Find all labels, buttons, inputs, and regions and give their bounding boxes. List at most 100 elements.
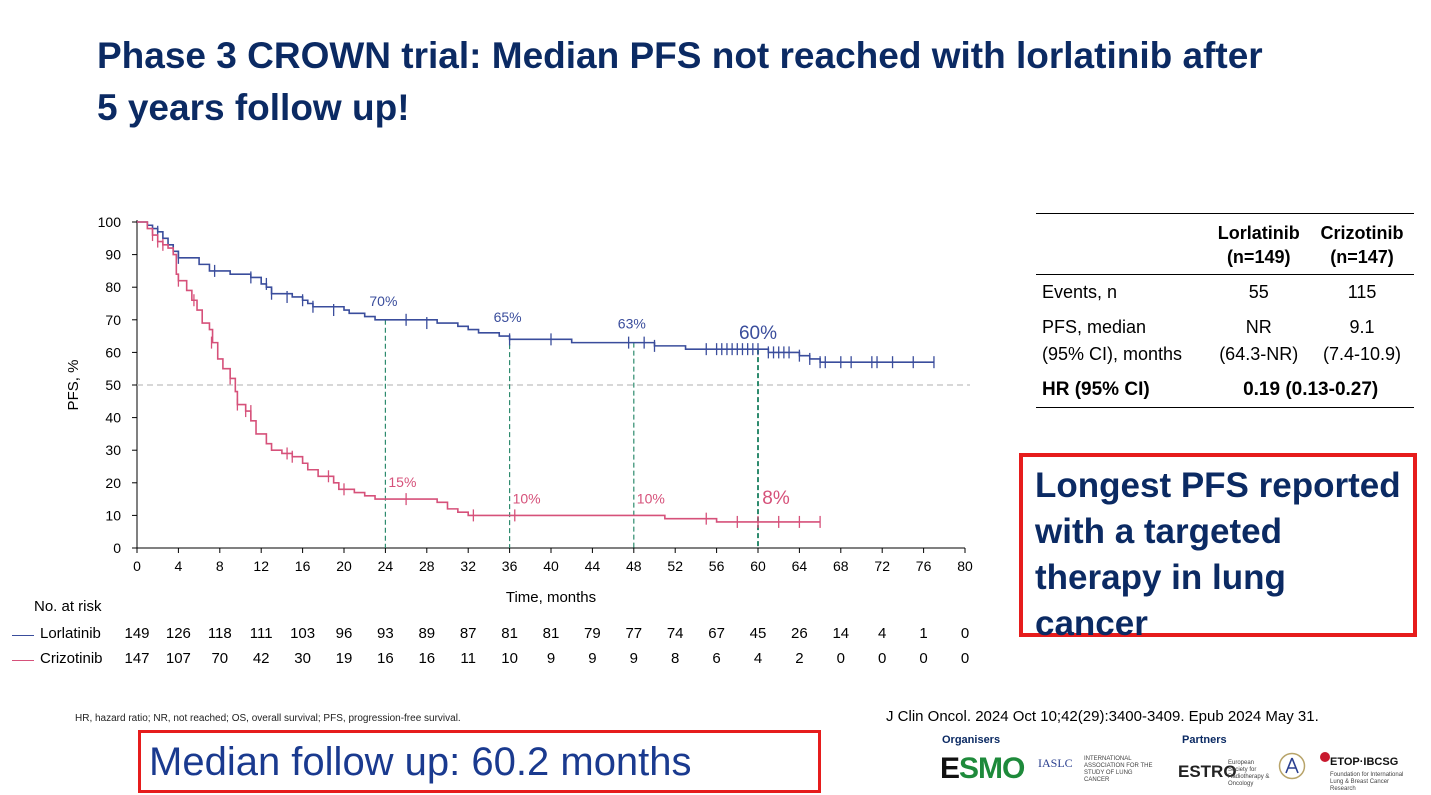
etop-description: Foundation for International Lung & Brea… bbox=[1330, 772, 1404, 792]
highlight-callout: Longest PFS reported with a targeted the… bbox=[1019, 453, 1417, 643]
events-crizotinib: 115 bbox=[1347, 282, 1377, 303]
y-tick-label: 70 bbox=[105, 312, 121, 328]
followup-box: Median follow up: 60.2 months bbox=[138, 730, 821, 793]
risk-value: 10 bbox=[501, 650, 518, 667]
y-tick-label: 40 bbox=[105, 410, 121, 426]
risk-value: 11 bbox=[460, 650, 476, 667]
table-header-lorlatinib: Lorlatinib (n=149) bbox=[1207, 214, 1310, 275]
y-axis-label: PFS, % bbox=[65, 360, 82, 411]
risk-value: 9 bbox=[546, 650, 556, 667]
esmo-logo: ESMO bbox=[940, 752, 1025, 786]
risk-label-crizotinib: Crizotinib bbox=[40, 650, 103, 667]
annotation-crizotinib: 15% bbox=[388, 474, 416, 490]
legend-swatch-lorlatinib bbox=[12, 635, 34, 636]
risk-value: 111 bbox=[249, 625, 273, 642]
y-tick-label: 0 bbox=[113, 540, 121, 556]
x-tick-label: 40 bbox=[543, 558, 559, 574]
x-tick-label: 60 bbox=[750, 558, 766, 574]
table-header-blank bbox=[1036, 214, 1207, 275]
events-lorlatinib: 55 bbox=[1248, 282, 1269, 303]
x-tick-label: 52 bbox=[667, 558, 683, 574]
risk-value: 93 bbox=[377, 625, 394, 642]
x-tick-label: 24 bbox=[378, 558, 394, 574]
risk-value: 0 bbox=[919, 650, 928, 667]
risk-value: 42 bbox=[252, 650, 270, 667]
risk-value: 126 bbox=[165, 625, 191, 642]
risk-value: 45 bbox=[749, 625, 767, 642]
risk-value: 0 bbox=[960, 625, 970, 642]
pfs-label: PFS, median (95% CI), months bbox=[1036, 311, 1207, 371]
citation: J Clin Oncol. 2024 Oct 10;42(29):3400-34… bbox=[886, 708, 1319, 725]
table-header-crizotinib: Crizotinib (n=147) bbox=[1310, 214, 1414, 275]
km-curve-crizotinib bbox=[137, 221, 821, 523]
y-tick-label: 10 bbox=[105, 507, 121, 523]
risk-value: 74 bbox=[666, 625, 684, 642]
risk-value: 9 bbox=[629, 650, 638, 667]
iaslc-description: INTERNATIONAL ASSOCIATION FOR THE STUDY … bbox=[1084, 756, 1153, 783]
hr-label: HR (95% CI) bbox=[1042, 378, 1150, 400]
risk-value: 89 bbox=[418, 625, 436, 642]
risk-row-lorlatinib: Lorlatinib 149 126 118 111 103 96 93 89 87 81 81 79… bbox=[12, 625, 1002, 645]
x-tick-label: 36 bbox=[502, 558, 518, 574]
risk-value: 87 bbox=[459, 625, 477, 642]
pfs-lorlatinib-ci: (64.3-NR) bbox=[1219, 343, 1299, 364]
x-tick-label: 64 bbox=[792, 558, 808, 574]
y-tick-label: 90 bbox=[105, 247, 121, 263]
risk-value: 96 bbox=[335, 625, 353, 642]
x-tick-label: 8 bbox=[216, 558, 224, 574]
x-tick-label: 32 bbox=[460, 558, 476, 574]
table-row: HR (95% CI) 0.19 (0.13-0.27) bbox=[1036, 371, 1414, 407]
legend-swatch-crizotinib bbox=[12, 660, 34, 661]
risk-value: 4 bbox=[878, 625, 887, 642]
y-tick-label: 50 bbox=[105, 377, 121, 393]
footnote: HR, hazard ratio; NR, not reached; OS, o… bbox=[75, 713, 461, 724]
risk-value: 30 bbox=[294, 650, 311, 667]
pfs-lorlatinib-median: NR bbox=[1245, 316, 1272, 337]
esmo-rest: SMO bbox=[959, 752, 1025, 785]
risk-value: 9 bbox=[588, 650, 597, 667]
risk-value: 4 bbox=[753, 650, 763, 667]
results-table: Lorlatinib (n=149) Crizotinib (n=147) Even… bbox=[1036, 213, 1414, 408]
slide-title: Phase 3 CROWN trial: Median PFS not reac… bbox=[97, 30, 1347, 134]
x-tick-label: 20 bbox=[336, 558, 352, 574]
risk-value: 16 bbox=[377, 650, 394, 667]
pfs-label-line1: PFS, median bbox=[1042, 316, 1147, 337]
x-tick-label: 44 bbox=[585, 558, 601, 574]
risk-value: 81 bbox=[542, 625, 560, 642]
col2-name: Crizotinib bbox=[1320, 223, 1404, 243]
annotation-lorlatinib: 63% bbox=[618, 316, 646, 332]
y-tick-label: 80 bbox=[105, 279, 121, 295]
x-tick-label: 76 bbox=[916, 558, 932, 574]
risk-value: 107 bbox=[165, 650, 191, 667]
risk-value: 67 bbox=[708, 625, 725, 642]
col2-n: (n=147) bbox=[1330, 247, 1394, 267]
x-axis-label: Time, months bbox=[506, 589, 596, 606]
risk-value: 118 bbox=[207, 625, 232, 642]
y-tick-label: 100 bbox=[98, 214, 122, 230]
annotation-lorlatinib: 65% bbox=[494, 309, 522, 325]
table-row: PFS, median (95% CI), months NR (64.3-NR) … bbox=[1036, 311, 1414, 371]
annotation-crizotinib: 8% bbox=[762, 488, 790, 509]
pfs-lorlatinib: NR (64.3-NR) bbox=[1207, 311, 1310, 371]
title-line-1: Phase 3 CROWN trial: Median PFS not reac… bbox=[97, 35, 1263, 76]
risk-value: 70 bbox=[211, 650, 229, 667]
table-row: Events, n 55 115 bbox=[1036, 275, 1414, 311]
sponsor-logos: Organisers Partners ESMO IASLC INTERNATI… bbox=[920, 730, 1420, 792]
risk-value: 2 bbox=[795, 650, 804, 667]
risk-value: 0 bbox=[960, 650, 970, 667]
esmo-e: E bbox=[940, 752, 960, 785]
y-tick-label: 30 bbox=[105, 442, 121, 458]
y-tick-label: 20 bbox=[105, 475, 121, 491]
col1-name: Lorlatinib bbox=[1217, 223, 1300, 243]
x-tick-label: 4 bbox=[175, 558, 183, 574]
risk-value: 0 bbox=[836, 650, 845, 667]
pfs-crizotinib-median: 9.1 bbox=[1349, 316, 1375, 337]
title-line-2: 5 years follow up! bbox=[97, 87, 410, 128]
x-tick-label: 72 bbox=[874, 558, 890, 574]
organisers-label: Organisers bbox=[942, 734, 1001, 746]
risk-label-lorlatinib: Lorlatinib bbox=[40, 625, 101, 642]
annotation-lorlatinib: 70% bbox=[369, 293, 397, 309]
risk-table-title: No. at risk bbox=[34, 598, 102, 615]
risk-value: 26 bbox=[791, 625, 808, 642]
